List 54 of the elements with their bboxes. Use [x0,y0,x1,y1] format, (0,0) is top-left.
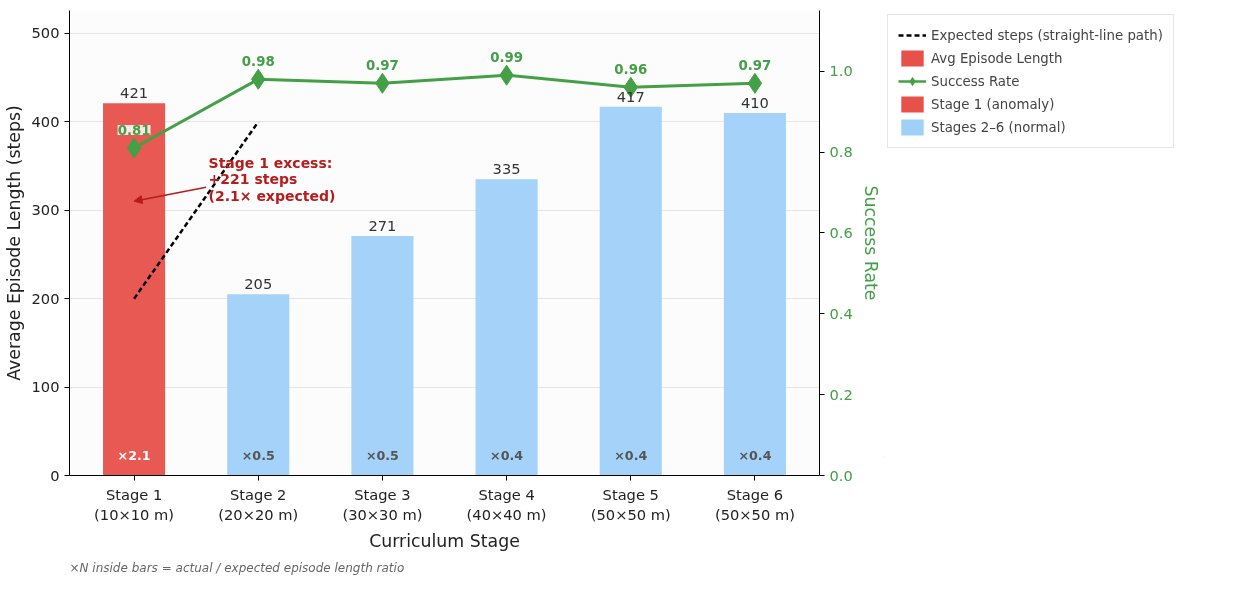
data-label: 0.97 [738,58,772,74]
data-label: 410 [740,94,769,112]
annotation: ×2.1 [117,448,151,464]
y-tick-label: 0 [50,466,60,484]
x-tick-label: Stage 1 (10×10 m) [94,485,175,523]
x-axis-title: Curriculum Stage [369,530,520,551]
y2-axis-title: Success Rate [860,185,881,301]
y-tick-label: 100 [31,378,60,396]
y2-tick-label: 1.0 [829,62,853,80]
bar [475,179,538,476]
y2-tick-label: 0.2 [829,385,853,403]
y2-tick-label: 0.4 [829,304,853,322]
x-tick-label: Stage 6 (50×50 m) [714,485,795,523]
data-label: 335 [492,160,521,178]
bar [227,294,290,476]
x-tick-label: Stage 4 (40×40 m) [466,485,547,523]
annotation: ×0.5 [241,448,275,464]
bar [103,103,166,476]
y-tick-label: 400 [31,112,60,130]
data-label: 0.99 [490,50,524,66]
text: ×N inside bars = actual / expected episode length ratio [69,560,405,575]
annotation: ×0.4 [614,448,648,464]
data-label: 421 [120,84,149,102]
annotation: ×0.4 [490,448,524,464]
y2-tick-label: 0.8 [829,143,853,161]
annotation: ×0.5 [365,448,399,464]
data-label: 0.98 [241,54,275,70]
y-axis-title: Average Episode Length (steps) [3,105,24,381]
data-label: 0.97 [365,58,399,74]
data-label: 205 [244,275,273,293]
legend-label: Avg Episode Length [931,50,1063,66]
bar [351,235,414,476]
y2-tick-label: 0.6 [829,223,853,241]
x-tick-label: Stage 3 (30×30 m) [342,485,423,523]
legend-label: Expected steps (straight-line path) [931,27,1163,43]
y-tick-label: 300 [31,201,60,219]
y-tick-label: 500 [31,24,60,42]
annotation: Stage 1 excess: +221 steps (2.1× expected) [208,154,336,205]
point [747,72,763,94]
x-tick-label: Stage 2 (20×20 m) [218,485,299,523]
y2-tick-label: 0.0 [829,466,853,484]
data-label: 417 [616,87,645,105]
annotation: ×0.4 [738,448,772,464]
legend-label: Success Rate [931,73,1020,89]
bar [599,106,662,476]
y-tick-label: 200 [31,289,60,307]
data-label: 271 [368,216,397,234]
x-tick-label: Stage 5 (50×50 m) [590,485,671,523]
legend-label: Stage 1 (anomaly) [931,96,1055,112]
point [126,137,142,159]
bar [723,113,786,476]
data-label: 0.81 [117,122,151,138]
legend-label: Stages 2–6 (normal) [931,119,1066,135]
data-label: 0.96 [614,62,648,78]
